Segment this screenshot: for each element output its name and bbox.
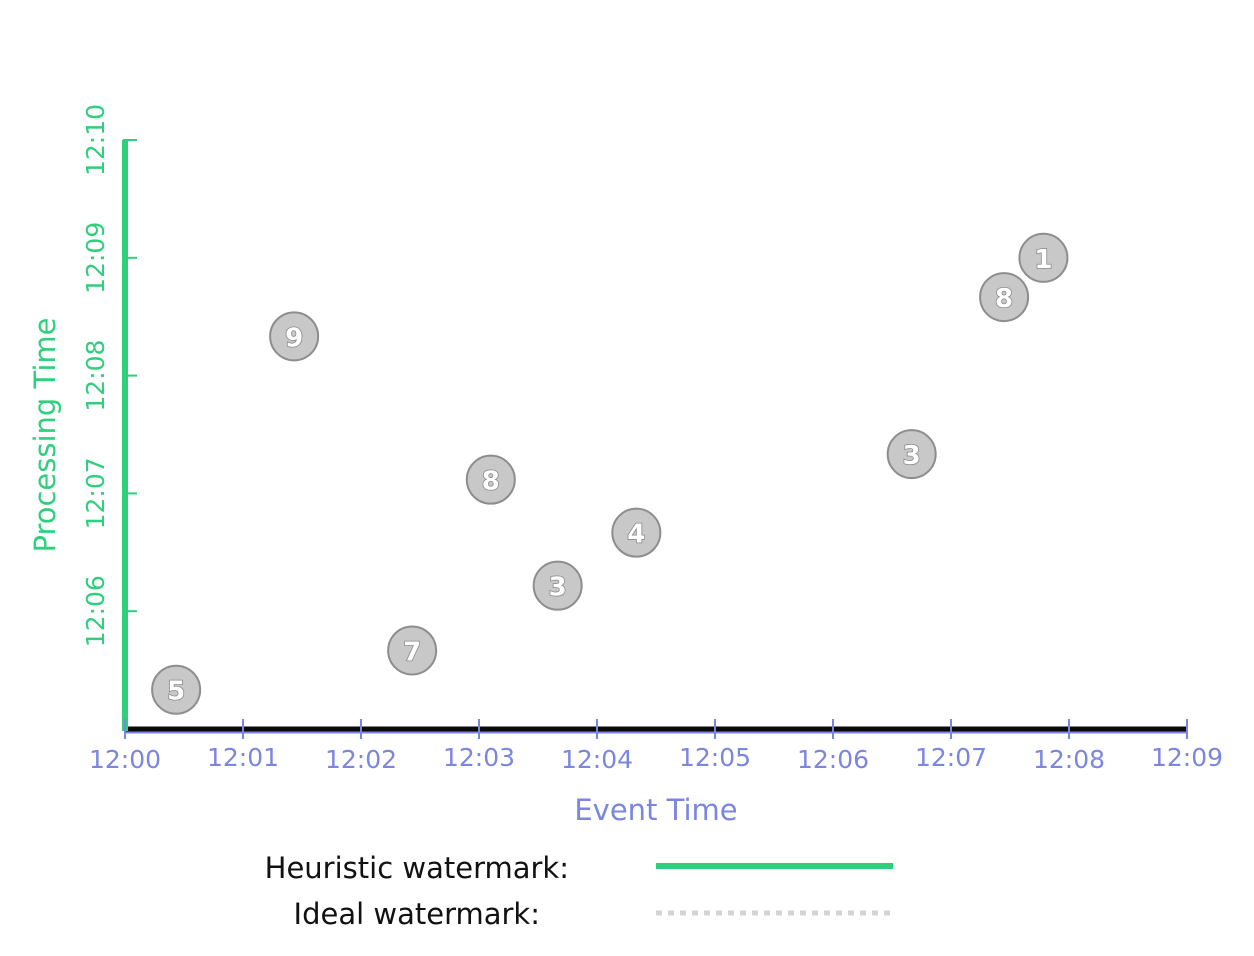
x-tick-label-0: 12:00	[89, 745, 161, 774]
data-point-0: 5	[151, 664, 202, 715]
legend: Heuristic watermark: Ideal watermark:	[265, 851, 893, 931]
x-tick-label-7: 12:07	[915, 743, 987, 772]
data-point-8: 1	[1018, 232, 1069, 283]
x-tick-label-1: 12:01	[207, 743, 279, 772]
data-point-label-6: 3	[903, 441, 921, 471]
y-tick-label-1: 12:07	[81, 457, 110, 529]
x-tick-label-4: 12:04	[561, 745, 633, 774]
data-point-label-2: 7	[403, 637, 421, 667]
data-point-1: 9	[269, 311, 320, 362]
data-point-5: 4	[611, 507, 662, 558]
data-point-marker-3	[465, 454, 516, 505]
data-point-marker-5	[611, 507, 662, 558]
data-point-marker-4	[532, 560, 583, 611]
axis-ticks: 12:00 12:01 12:02 12:03 12:04 12:05 12:06 12:07…	[81, 104, 1223, 774]
data-point-4: 3	[532, 560, 583, 611]
data-point-marker-2	[387, 625, 438, 676]
data-point-label-5: 4	[627, 520, 645, 550]
legend-label-ideal: Ideal watermark:	[294, 897, 540, 931]
x-tick-label-9: 12:09	[1151, 743, 1223, 772]
x-axis-title: Event Time	[574, 793, 737, 827]
axes	[122, 140, 1187, 734]
x-tick-label-3: 12:03	[443, 743, 515, 772]
data-point-label-7: 8	[995, 284, 1013, 314]
legend-label-heuristic: Heuristic watermark:	[265, 851, 569, 885]
data-point-label-3: 8	[482, 467, 500, 497]
data-point-6: 3	[886, 429, 937, 480]
y-axis-title: Processing Time	[28, 317, 62, 552]
data-point-7: 8	[979, 272, 1030, 323]
y-tick-label-3: 12:09	[81, 222, 110, 294]
data-point-label-8: 1	[1034, 245, 1052, 275]
x-tick-label-5: 12:05	[679, 743, 751, 772]
data-point-label-1: 9	[285, 323, 303, 353]
y-tick-label-2: 12:08	[81, 340, 110, 412]
data-point-label-0: 5	[167, 677, 185, 707]
y-tick-label-0: 12:06	[81, 575, 110, 647]
data-point-3: 8	[465, 454, 516, 505]
x-tick-label-2: 12:02	[325, 745, 397, 774]
x-tick-label-6: 12:06	[797, 745, 869, 774]
data-point-label-4: 3	[549, 573, 567, 603]
data-point-marker-0	[151, 664, 202, 715]
data-point-marker-8	[1018, 232, 1069, 283]
y-tick-label-4: 12:10	[81, 104, 110, 176]
x-tick-label-8: 12:08	[1033, 745, 1105, 774]
data-point-2: 7	[387, 625, 438, 676]
data-point-marker-6	[886, 429, 937, 480]
data-point-marker-7	[979, 272, 1030, 323]
data-point-marker-1	[269, 311, 320, 362]
